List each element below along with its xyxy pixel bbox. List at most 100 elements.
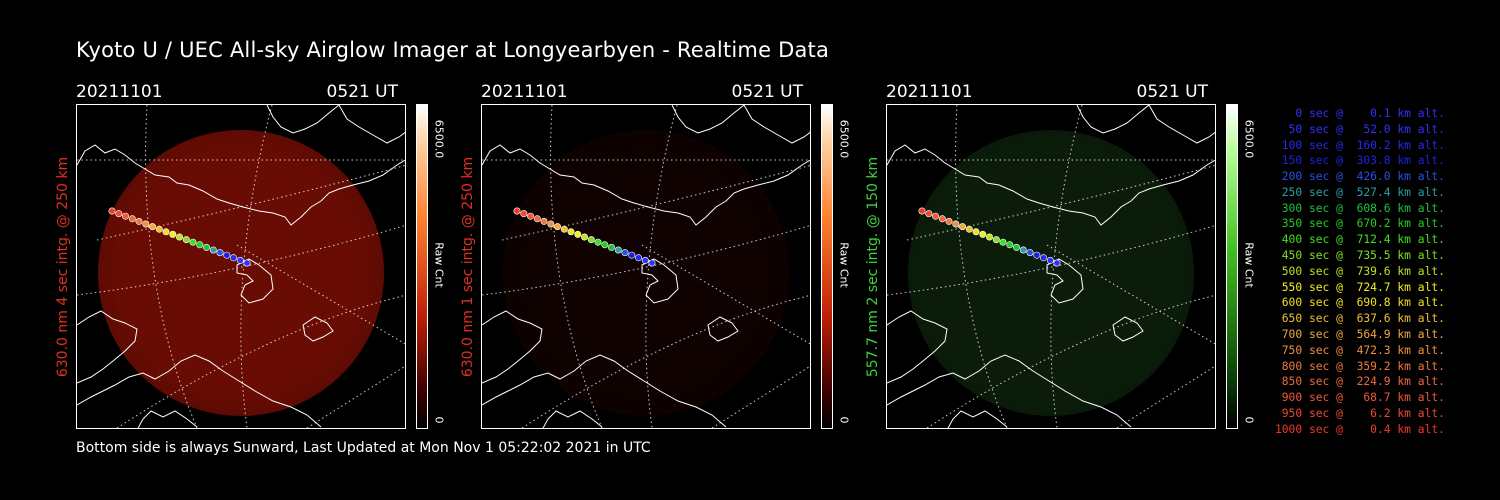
trajectory-point: [513, 207, 521, 215]
trajectory-point: [635, 254, 643, 262]
footer-status: Bottom side is always Sunward, Last Upda…: [76, 440, 651, 456]
trajectory-point: [1040, 254, 1048, 262]
trajectory-point: [520, 210, 528, 218]
trajectory-point: [931, 212, 939, 220]
trajectory-point: [1053, 259, 1061, 267]
trajectory-point: [209, 246, 217, 254]
legend-row: 150 sec @ 303.8 km alt.: [1274, 154, 1445, 168]
legend-row: 500 sec @ 739.6 km alt.: [1274, 264, 1445, 278]
trajectory-point: [945, 217, 953, 225]
trajectory-point: [203, 243, 211, 251]
trajectory-point: [560, 225, 568, 233]
page-title: Kyoto U / UEC All-sky Airglow Imager at …: [76, 38, 830, 62]
allsky-image: [886, 104, 1216, 429]
airglow-disc: [98, 130, 384, 416]
legend-row: 700 sec @ 564.9 km alt.: [1274, 327, 1445, 341]
legend-row: 300 sec @ 608.6 km alt.: [1274, 201, 1445, 215]
trajectory-point: [176, 233, 184, 241]
rocket-trajectory: [108, 207, 251, 267]
trajectory-point: [182, 236, 190, 244]
trajectory-point: [135, 217, 143, 225]
trajectory-point: [574, 230, 582, 238]
legend-row: 750 sec @ 472.3 km alt.: [1274, 343, 1445, 357]
trajectory-point: [1046, 256, 1054, 264]
trajectory-point: [601, 241, 609, 249]
coastlines: [77, 105, 405, 428]
panel-side-label: 630.0 nm 4 sec intg. @ 250 km: [55, 156, 71, 377]
color-bar-min: 0: [432, 416, 446, 424]
trajectory-point: [236, 256, 244, 264]
trajectory-point: [189, 238, 197, 246]
panel-2: 20211101 0521 UT 630.0 nm 1 sec intg. @ …: [460, 80, 881, 430]
trajectory-point: [925, 210, 933, 218]
legend-row: 0 sec @ 0.1 km alt.: [1274, 107, 1445, 120]
trajectory-point: [1013, 243, 1021, 251]
trajectory-point: [1019, 246, 1027, 254]
color-bar-min: 0: [837, 416, 851, 424]
legend-row: 50 sec @ 52.0 km alt.: [1274, 122, 1445, 136]
panel-time: 0521 UT: [1136, 82, 1209, 102]
panel-time: 0521 UT: [326, 82, 399, 102]
trajectory-point: [999, 238, 1007, 246]
coastlines: [887, 105, 1215, 428]
panel-1: 20211101 0521 UT 630.0 nm 4 sec intg. @ …: [55, 80, 476, 430]
panel-side-label: 557.7 nm 2 sec intg. @ 150 km: [865, 156, 881, 377]
color-bar: [1226, 104, 1238, 429]
trajectory-point: [533, 215, 541, 223]
trajectory-point: [965, 225, 973, 233]
trajectory-legend: 0 sec @ 0.1 km alt. 50 sec @ 52.0 km alt…: [1250, 106, 1445, 437]
trajectory-point: [547, 220, 555, 228]
legend-row: 1000 sec @ 0.4 km alt.: [1274, 422, 1445, 436]
trajectory-point: [540, 217, 548, 225]
airglow-disc: [908, 130, 1194, 416]
legend-row: 350 sec @ 670.2 km alt.: [1274, 217, 1445, 231]
trajectory-point: [587, 236, 595, 244]
trajectory-point: [621, 249, 629, 257]
color-bar-unit: Raw Cnt: [837, 242, 851, 288]
trajectory-point: [1026, 249, 1034, 257]
trajectory-point: [581, 233, 589, 241]
legend-row: 800 sec @ 359.2 km alt.: [1274, 359, 1445, 373]
trajectory-point: [1006, 241, 1014, 249]
trajectory-point: [959, 223, 967, 231]
airglow-disc: [503, 130, 789, 416]
legend-row: 650 sec @ 637.6 km alt.: [1274, 312, 1445, 326]
allsky-image: [76, 104, 406, 429]
trajectory-point: [918, 207, 926, 215]
trajectory-point: [648, 259, 656, 267]
trajectory-point: [992, 236, 1000, 244]
trajectory-point: [196, 241, 204, 249]
panel-date: 20211101: [76, 82, 163, 102]
panel-date: 20211101: [481, 82, 568, 102]
trajectory-point: [554, 223, 562, 231]
allsky-image: [481, 104, 811, 429]
trajectory-point: [230, 254, 238, 262]
color-bar: [821, 104, 833, 429]
coastlines: [482, 105, 810, 428]
trajectory-point: [1033, 251, 1041, 259]
legend-row: 900 sec @ 68.7 km alt.: [1274, 391, 1445, 405]
legend-row: 250 sec @ 527.4 km alt.: [1274, 185, 1445, 199]
trajectory-point: [986, 233, 994, 241]
trajectory-point: [972, 228, 980, 236]
rocket-trajectory: [918, 207, 1061, 267]
trajectory-point: [614, 246, 622, 254]
trajectory-point: [526, 212, 534, 220]
rocket-trajectory: [513, 207, 656, 267]
trajectory-point: [121, 212, 129, 220]
trajectory-point: [128, 215, 136, 223]
panel-time: 0521 UT: [731, 82, 804, 102]
trajectory-point: [979, 230, 987, 238]
trajectory-point: [169, 230, 177, 238]
trajectory-point: [149, 223, 157, 231]
legend-row: 950 sec @ 6.2 km alt.: [1274, 406, 1445, 420]
legend-row: 400 sec @ 712.4 km alt.: [1274, 233, 1445, 247]
legend-row: 600 sec @ 690.8 km alt.: [1274, 296, 1445, 310]
panel-3: 20211101 0521 UT 557.7 nm 2 sec intg. @ …: [865, 80, 1286, 430]
color-bar: [416, 104, 428, 429]
trajectory-point: [628, 251, 636, 259]
legend-row: 450 sec @ 735.5 km alt.: [1274, 249, 1445, 263]
trajectory-point: [608, 243, 616, 251]
legend-row: 100 sec @ 160.2 km alt.: [1274, 138, 1445, 152]
trajectory-point: [952, 220, 960, 228]
